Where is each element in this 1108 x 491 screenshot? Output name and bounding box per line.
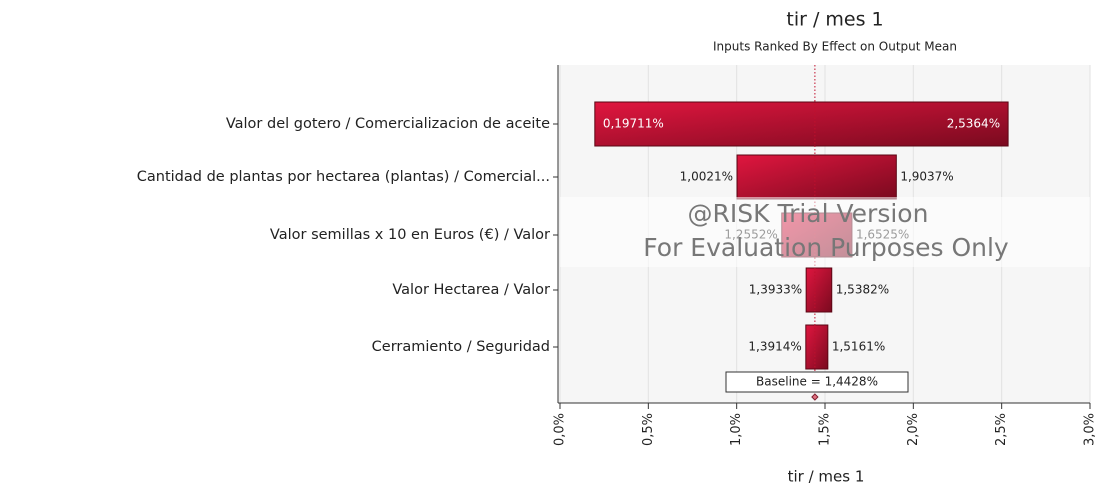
x-tick-label: 0,5% <box>641 413 656 446</box>
y-tick-label: Cerramiento / Seguridad <box>372 339 550 355</box>
y-tick-label: Valor semillas x 10 en Euros (€) / Valor <box>270 227 550 243</box>
value-label: 1,5161% <box>832 340 885 354</box>
value-label: 2,5364% <box>947 117 1000 131</box>
value-label: 1,3914% <box>748 340 801 354</box>
watermark: @RISK Trial Version <box>688 199 929 228</box>
x-tick-label: 2,5% <box>994 413 1009 446</box>
x-tick-label: 2,0% <box>906 413 921 446</box>
baseline-marker <box>811 393 819 401</box>
x-tick-label: 1,5% <box>818 413 833 446</box>
baseline-label: Baseline = 1,4428% <box>756 375 878 389</box>
y-tick-label: Valor Hectarea / Valor <box>392 282 550 298</box>
x-axis-label: tir / mes 1 <box>788 468 865 486</box>
watermark: For Evaluation Purposes Only <box>643 233 1009 262</box>
bar <box>805 267 833 313</box>
value-label: 1,0021% <box>680 170 733 184</box>
bar <box>736 154 897 200</box>
value-label: 0,19711% <box>603 117 664 131</box>
x-tick-label: 1,0% <box>729 413 744 446</box>
x-tick-label: 0,0% <box>553 413 568 446</box>
bar <box>594 101 1009 147</box>
value-label: 1,9037% <box>900 170 953 184</box>
plot: 0,0% 0,5% 1,0% 1,5% 2,0% 2,5% 3,0% Valor del go… <box>137 65 1098 446</box>
y-tick-label: Cantidad de plantas por hectarea (planta… <box>137 169 550 185</box>
x-tick-label: 3,0% <box>1083 413 1098 446</box>
baseline-box <box>725 371 909 393</box>
value-label: 1,3933% <box>749 283 802 297</box>
chart-title: tir / mes 1 <box>786 9 883 31</box>
y-tick-label: Valor del gotero / Comercializacion de a… <box>226 116 550 132</box>
watermark-band <box>560 197 1090 267</box>
value-label: 1,5382% <box>836 283 889 297</box>
chart-subtitle: Inputs Ranked By Effect on Output Mean <box>713 40 957 54</box>
bar <box>805 324 829 370</box>
